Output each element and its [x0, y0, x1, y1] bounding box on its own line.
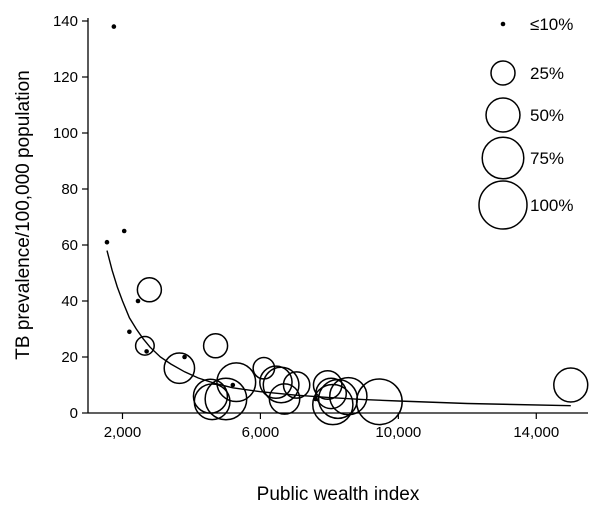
- data-point: [182, 354, 187, 360]
- y-tick-label: 100: [53, 125, 78, 142]
- data-point: [144, 349, 149, 354]
- x-tick-label: 2,000: [104, 424, 142, 441]
- data-point: [553, 367, 589, 403]
- y-tick-label: 0: [70, 405, 78, 422]
- y-tick-label: 60: [61, 237, 78, 254]
- x-tick-label: 10,000: [375, 424, 421, 441]
- x-tick-label: 6,000: [242, 424, 280, 441]
- legend-label: 50%: [530, 106, 564, 125]
- data-point: [111, 24, 117, 29]
- data-point: [121, 228, 127, 234]
- x-tick-label: 14,000: [513, 424, 559, 441]
- data-point: [262, 366, 300, 404]
- size-legend: ≤10% 25% 50% 75% 100%: [478, 15, 573, 230]
- data-point: [136, 277, 163, 303]
- x-axis-title: Public wealth index: [257, 484, 420, 505]
- data-point: [104, 239, 110, 245]
- legend-symbol: [490, 60, 516, 86]
- data-point: [252, 356, 276, 380]
- y-tick-label: 80: [61, 181, 78, 198]
- data-point: [282, 371, 311, 399]
- data-point: [312, 370, 343, 400]
- legend-symbol: [481, 136, 525, 180]
- legend-label: ≤10%: [530, 15, 573, 34]
- data-point: [311, 383, 354, 426]
- data-point: [216, 362, 257, 403]
- data-point: [355, 378, 403, 426]
- legend-label: 25%: [530, 64, 564, 83]
- axes: [87, 18, 588, 414]
- data-point: [163, 352, 196, 385]
- points-layer: [104, 24, 589, 426]
- legend-label: 100%: [530, 196, 573, 215]
- data-point: [127, 329, 132, 335]
- data-point: [135, 298, 141, 304]
- legend-label: 75%: [530, 149, 564, 168]
- y-tick-label: 140: [53, 13, 78, 30]
- data-point: [230, 382, 236, 388]
- y-tick-label: 40: [61, 293, 78, 310]
- legend-symbol: [485, 97, 521, 133]
- ticks: 0 20 40 60 80 100 120 140 2,000 6,000 10,000 14,000: [53, 13, 559, 441]
- data-point: [329, 376, 368, 416]
- y-tick-label: 120: [53, 69, 78, 86]
- y-axis-title: TB prevalence/100,000 population: [13, 70, 34, 359]
- legend-symbol: [478, 180, 528, 230]
- legend-symbol: [500, 21, 506, 27]
- data-point: [134, 335, 155, 356]
- y-tick-label: 20: [61, 349, 78, 366]
- data-point: [259, 365, 293, 400]
- data-point: [202, 333, 229, 359]
- data-point: [268, 383, 301, 415]
